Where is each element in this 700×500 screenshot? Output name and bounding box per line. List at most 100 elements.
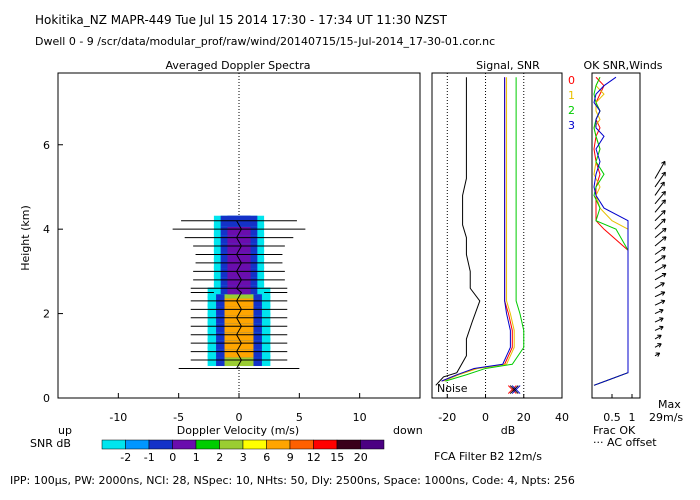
- x-tick-label: 0: [236, 411, 243, 424]
- wind-arrow-head: [660, 326, 664, 331]
- wind-arrow: [654, 343, 662, 348]
- wind-arrow-head: [664, 199, 666, 204]
- wind-arrow: [654, 273, 667, 281]
- wind-arrow: [654, 326, 664, 331]
- wind-arrow-head: [658, 335, 662, 340]
- axes: 0 2 4 6 -10 -5 0 5 10 -20 0 20 40 0.5 1: [43, 139, 636, 424]
- snr-series-line: [435, 77, 481, 386]
- spectra-plot: [172, 73, 306, 398]
- frac-ok-line: [593, 77, 629, 386]
- colorbar-cell: [336, 439, 361, 450]
- max-value: 29m/s: [649, 411, 683, 424]
- colorbar-cell: [242, 439, 267, 450]
- colorbar-cell: [125, 439, 150, 450]
- winds-plot: [593, 76, 667, 386]
- x-tick-label: -10: [109, 411, 127, 424]
- wind-arrow-head: [663, 273, 667, 278]
- y-tick-label: 0: [43, 392, 50, 405]
- wind-arrow: [654, 171, 666, 188]
- wind-arrow-head: [662, 300, 666, 305]
- noise-marker: [509, 385, 519, 394]
- wind-arrow-head: [661, 218, 666, 221]
- wind-arrow: [654, 210, 666, 222]
- snr-x-tick-label: 0: [482, 411, 489, 424]
- wind-arrow: [654, 199, 666, 213]
- colorbar-cell: [313, 439, 338, 450]
- y-tick-label: 6: [43, 139, 50, 152]
- snr-series-line: [443, 77, 515, 382]
- snr-colorbar: -2 -1 0 1 2 3 6 9 12 15 20: [101, 439, 385, 464]
- colorbar-cell: [172, 439, 197, 450]
- colorbar-label: 20: [354, 451, 368, 464]
- fca-filter-label: FCA Filter B2 12m/s: [434, 450, 542, 463]
- header-file: Dwell 0 - 9 /scr/data/modular_prof/raw/w…: [35, 35, 495, 48]
- wind-arrow-head: [661, 171, 666, 175]
- wind-arrow: [654, 300, 665, 306]
- snr-x-tick-label: 20: [517, 411, 531, 424]
- wind-arrow-head: [660, 181, 665, 185]
- noise-label: Noise: [437, 382, 468, 395]
- snr-frame: [431, 72, 563, 399]
- wind-arrow-head: [663, 218, 666, 223]
- colorbar-cell: [101, 439, 126, 450]
- wind-arrow-head: [661, 210, 666, 212]
- colorbar-label: -2: [120, 451, 131, 464]
- wind-arrow: [654, 317, 664, 323]
- wind-arrow-head: [661, 282, 665, 287]
- wind-arrow-head: [658, 343, 662, 348]
- wind-arrow-head: [660, 309, 664, 314]
- wind-arrow-head: [662, 291, 666, 296]
- wind-arrow-head: [662, 227, 667, 230]
- wind-arrow: [654, 218, 666, 230]
- colorbar-label: 2: [216, 451, 223, 464]
- snr-x-axis-title: dB: [501, 424, 516, 437]
- colorbar-label: -1: [144, 451, 155, 464]
- y-axis-title: Height (km): [19, 205, 32, 271]
- wind-arrow-head: [663, 210, 666, 215]
- wind-arrow-head: [661, 199, 666, 202]
- wind-arrow: [654, 282, 665, 289]
- legend-entry: 1: [568, 89, 575, 102]
- frac-x-tick-label: 1: [629, 411, 636, 424]
- legend-entry: 3: [568, 119, 575, 132]
- snr-series-line: [441, 77, 511, 382]
- colorbar-cell: [360, 439, 385, 450]
- snr-x-tick-label: 40: [555, 411, 569, 424]
- wind-arrow: [654, 246, 666, 255]
- colorbar-cell: [195, 439, 220, 450]
- wind-arrow-head: [663, 264, 667, 269]
- frac-ok-line: [593, 76, 629, 386]
- colorbar-label: 12: [307, 451, 321, 464]
- wind-arrow: [654, 255, 666, 264]
- x-tick-label: 5: [296, 411, 303, 424]
- wind-arrow: [654, 264, 667, 272]
- x-tick-label: 10: [353, 411, 367, 424]
- up-label: up: [58, 424, 72, 437]
- frac-ok-line: [593, 76, 629, 386]
- wind-arrow-head: [661, 160, 666, 164]
- wind-arrow-head: [660, 317, 664, 322]
- frac-ok-line: [593, 77, 629, 386]
- wind-arrow-head: [664, 236, 667, 241]
- wind-arrow: [654, 191, 666, 205]
- parameter-line: IPP: 100µs, PW: 2000ns, NCI: 28, NSpec: …: [10, 474, 575, 487]
- wind-arrow: [654, 334, 662, 340]
- legend-entry: 0: [568, 74, 575, 87]
- colorbar-label: 9: [287, 451, 294, 464]
- x-tick-label: -5: [173, 411, 184, 424]
- colorbar-label: 0: [169, 451, 176, 464]
- colorbar-cell: [289, 439, 314, 450]
- y-tick-label: 2: [43, 308, 50, 321]
- colorbar-cell: [219, 439, 244, 450]
- wind-arrow-head: [663, 247, 666, 252]
- wind-arrow: [654, 227, 667, 238]
- colorbar-label: 1: [193, 451, 200, 464]
- colorbar-cell: [266, 439, 291, 450]
- x-axis-title: Doppler Velocity (m/s): [177, 424, 299, 437]
- mean-velocity-trace: [235, 220, 243, 369]
- colorbar-label: 6: [263, 451, 270, 464]
- wind-arrow: [654, 236, 667, 247]
- wind-arrow-head: [661, 190, 666, 194]
- wind-arrow-head: [657, 352, 661, 357]
